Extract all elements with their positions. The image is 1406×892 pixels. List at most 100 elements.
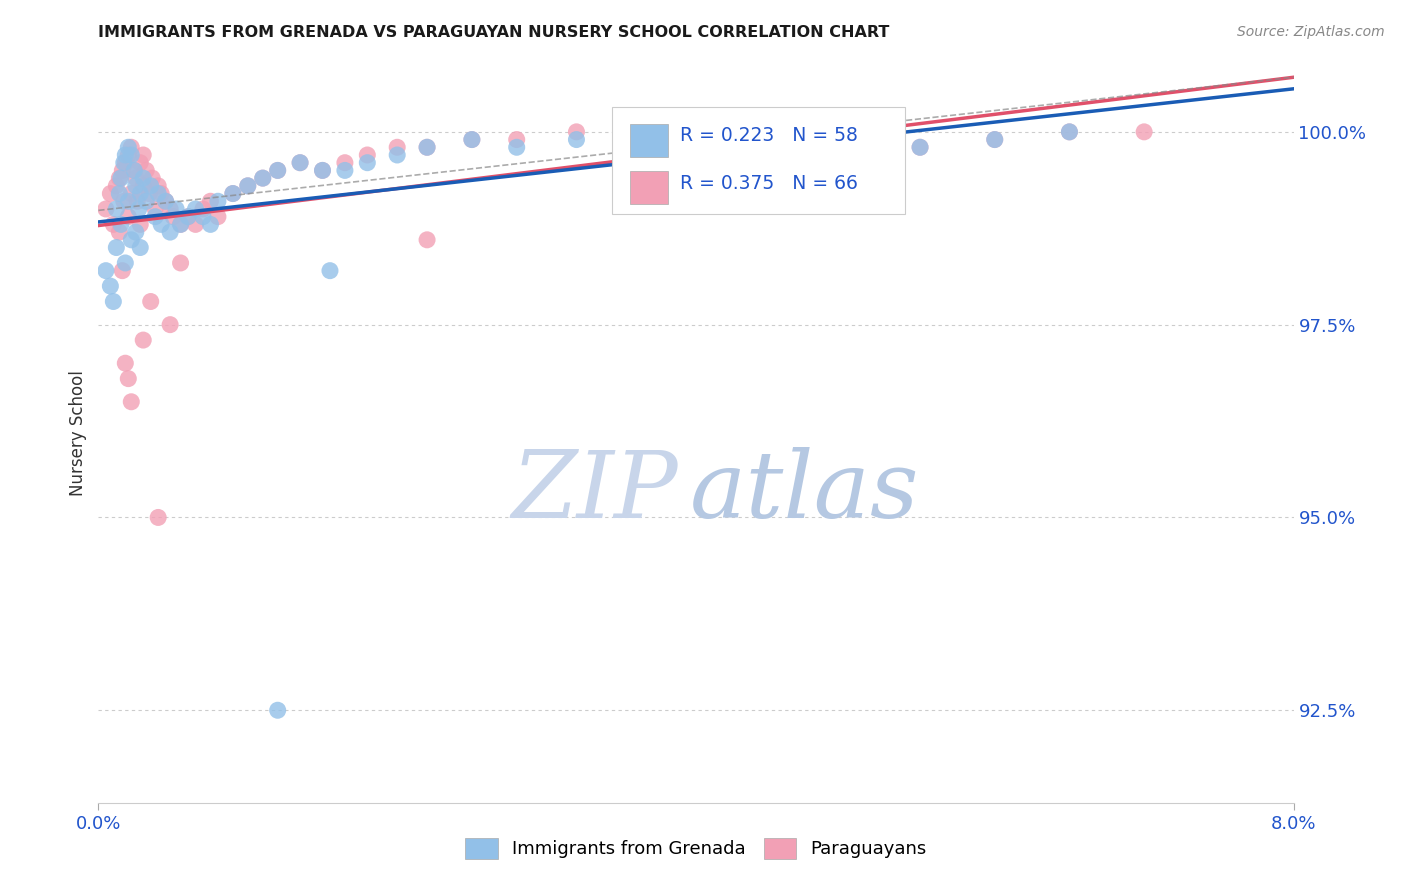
Point: [311, 163, 333, 178]
Point: [117, 148, 139, 162]
Point: [105, 202, 128, 216]
Point: [112, 155, 135, 169]
Point: [108, 171, 131, 186]
Point: [103, 294, 125, 309]
Point: [461, 132, 484, 146]
Point: [1133, 125, 1156, 139]
Point: [129, 186, 152, 201]
FancyBboxPatch shape: [630, 171, 668, 204]
Point: [114, 356, 136, 370]
Point: [148, 186, 170, 201]
Point: [200, 218, 222, 232]
Point: [141, 171, 163, 186]
Point: [191, 202, 214, 216]
Point: [288, 155, 311, 169]
Point: [128, 202, 150, 216]
Point: [125, 225, 148, 239]
Point: [94, 202, 117, 216]
Point: [165, 202, 187, 216]
Point: [120, 233, 142, 247]
Point: [267, 163, 290, 178]
Point: [288, 155, 311, 169]
Point: [148, 510, 170, 524]
Point: [114, 148, 136, 162]
Point: [103, 218, 125, 232]
Point: [184, 202, 207, 216]
Point: [333, 155, 356, 169]
Point: [222, 186, 245, 201]
Point: [252, 171, 274, 186]
Point: [120, 140, 142, 154]
Point: [685, 132, 707, 146]
Point: [565, 125, 588, 139]
Point: [124, 163, 146, 178]
Point: [155, 194, 177, 209]
Point: [132, 148, 155, 162]
Point: [177, 210, 200, 224]
Point: [124, 163, 146, 178]
Text: IMMIGRANTS FROM GRENADA VS PARAGUAYAN NURSERY SCHOOL CORRELATION CHART: IMMIGRANTS FROM GRENADA VS PARAGUAYAN NU…: [98, 26, 890, 40]
Point: [984, 132, 1007, 146]
Point: [416, 140, 439, 154]
Point: [129, 155, 152, 169]
FancyBboxPatch shape: [613, 107, 905, 214]
Point: [143, 202, 166, 216]
Text: R = 0.375   N = 66: R = 0.375 N = 66: [681, 174, 858, 193]
Point: [184, 218, 207, 232]
Point: [108, 225, 131, 239]
Point: [311, 163, 333, 178]
Point: [385, 148, 409, 162]
Point: [416, 233, 439, 247]
Point: [132, 178, 155, 193]
Point: [129, 240, 152, 254]
Point: [236, 178, 259, 193]
Point: [117, 210, 139, 224]
Point: [114, 256, 136, 270]
Point: [222, 186, 245, 201]
Point: [143, 210, 166, 224]
Point: [207, 194, 229, 209]
Point: [150, 186, 173, 201]
Point: [117, 140, 139, 154]
Point: [159, 202, 181, 216]
Point: [139, 294, 162, 309]
Point: [908, 140, 931, 154]
Point: [125, 171, 148, 186]
Point: [138, 186, 160, 201]
Point: [98, 279, 122, 293]
Text: Source: ZipAtlas.com: Source: ZipAtlas.com: [1237, 25, 1385, 39]
Point: [356, 148, 378, 162]
Point: [759, 125, 782, 139]
Point: [236, 178, 259, 193]
Point: [626, 125, 648, 139]
Point: [834, 125, 856, 139]
Point: [120, 394, 142, 409]
Point: [984, 132, 1007, 146]
Text: atlas: atlas: [690, 447, 920, 537]
Text: R = 0.223   N = 58: R = 0.223 N = 58: [681, 126, 858, 145]
Point: [319, 263, 342, 277]
Point: [267, 163, 290, 178]
Point: [155, 194, 177, 209]
Point: [385, 140, 409, 154]
Point: [333, 163, 356, 178]
Point: [162, 210, 184, 224]
Point: [908, 140, 931, 154]
Point: [110, 171, 132, 186]
Point: [416, 140, 439, 154]
Point: [105, 178, 128, 193]
Legend: Immigrants from Grenada, Paraguayans: Immigrants from Grenada, Paraguayans: [456, 829, 936, 868]
Point: [267, 703, 290, 717]
Point: [207, 210, 229, 224]
Point: [129, 218, 152, 232]
Point: [252, 171, 274, 186]
Point: [108, 186, 131, 201]
Point: [94, 263, 117, 277]
Point: [1059, 125, 1081, 139]
Point: [169, 256, 191, 270]
Point: [120, 186, 142, 201]
Point: [565, 132, 588, 146]
Point: [159, 225, 181, 239]
Point: [110, 218, 132, 232]
Point: [200, 194, 222, 209]
